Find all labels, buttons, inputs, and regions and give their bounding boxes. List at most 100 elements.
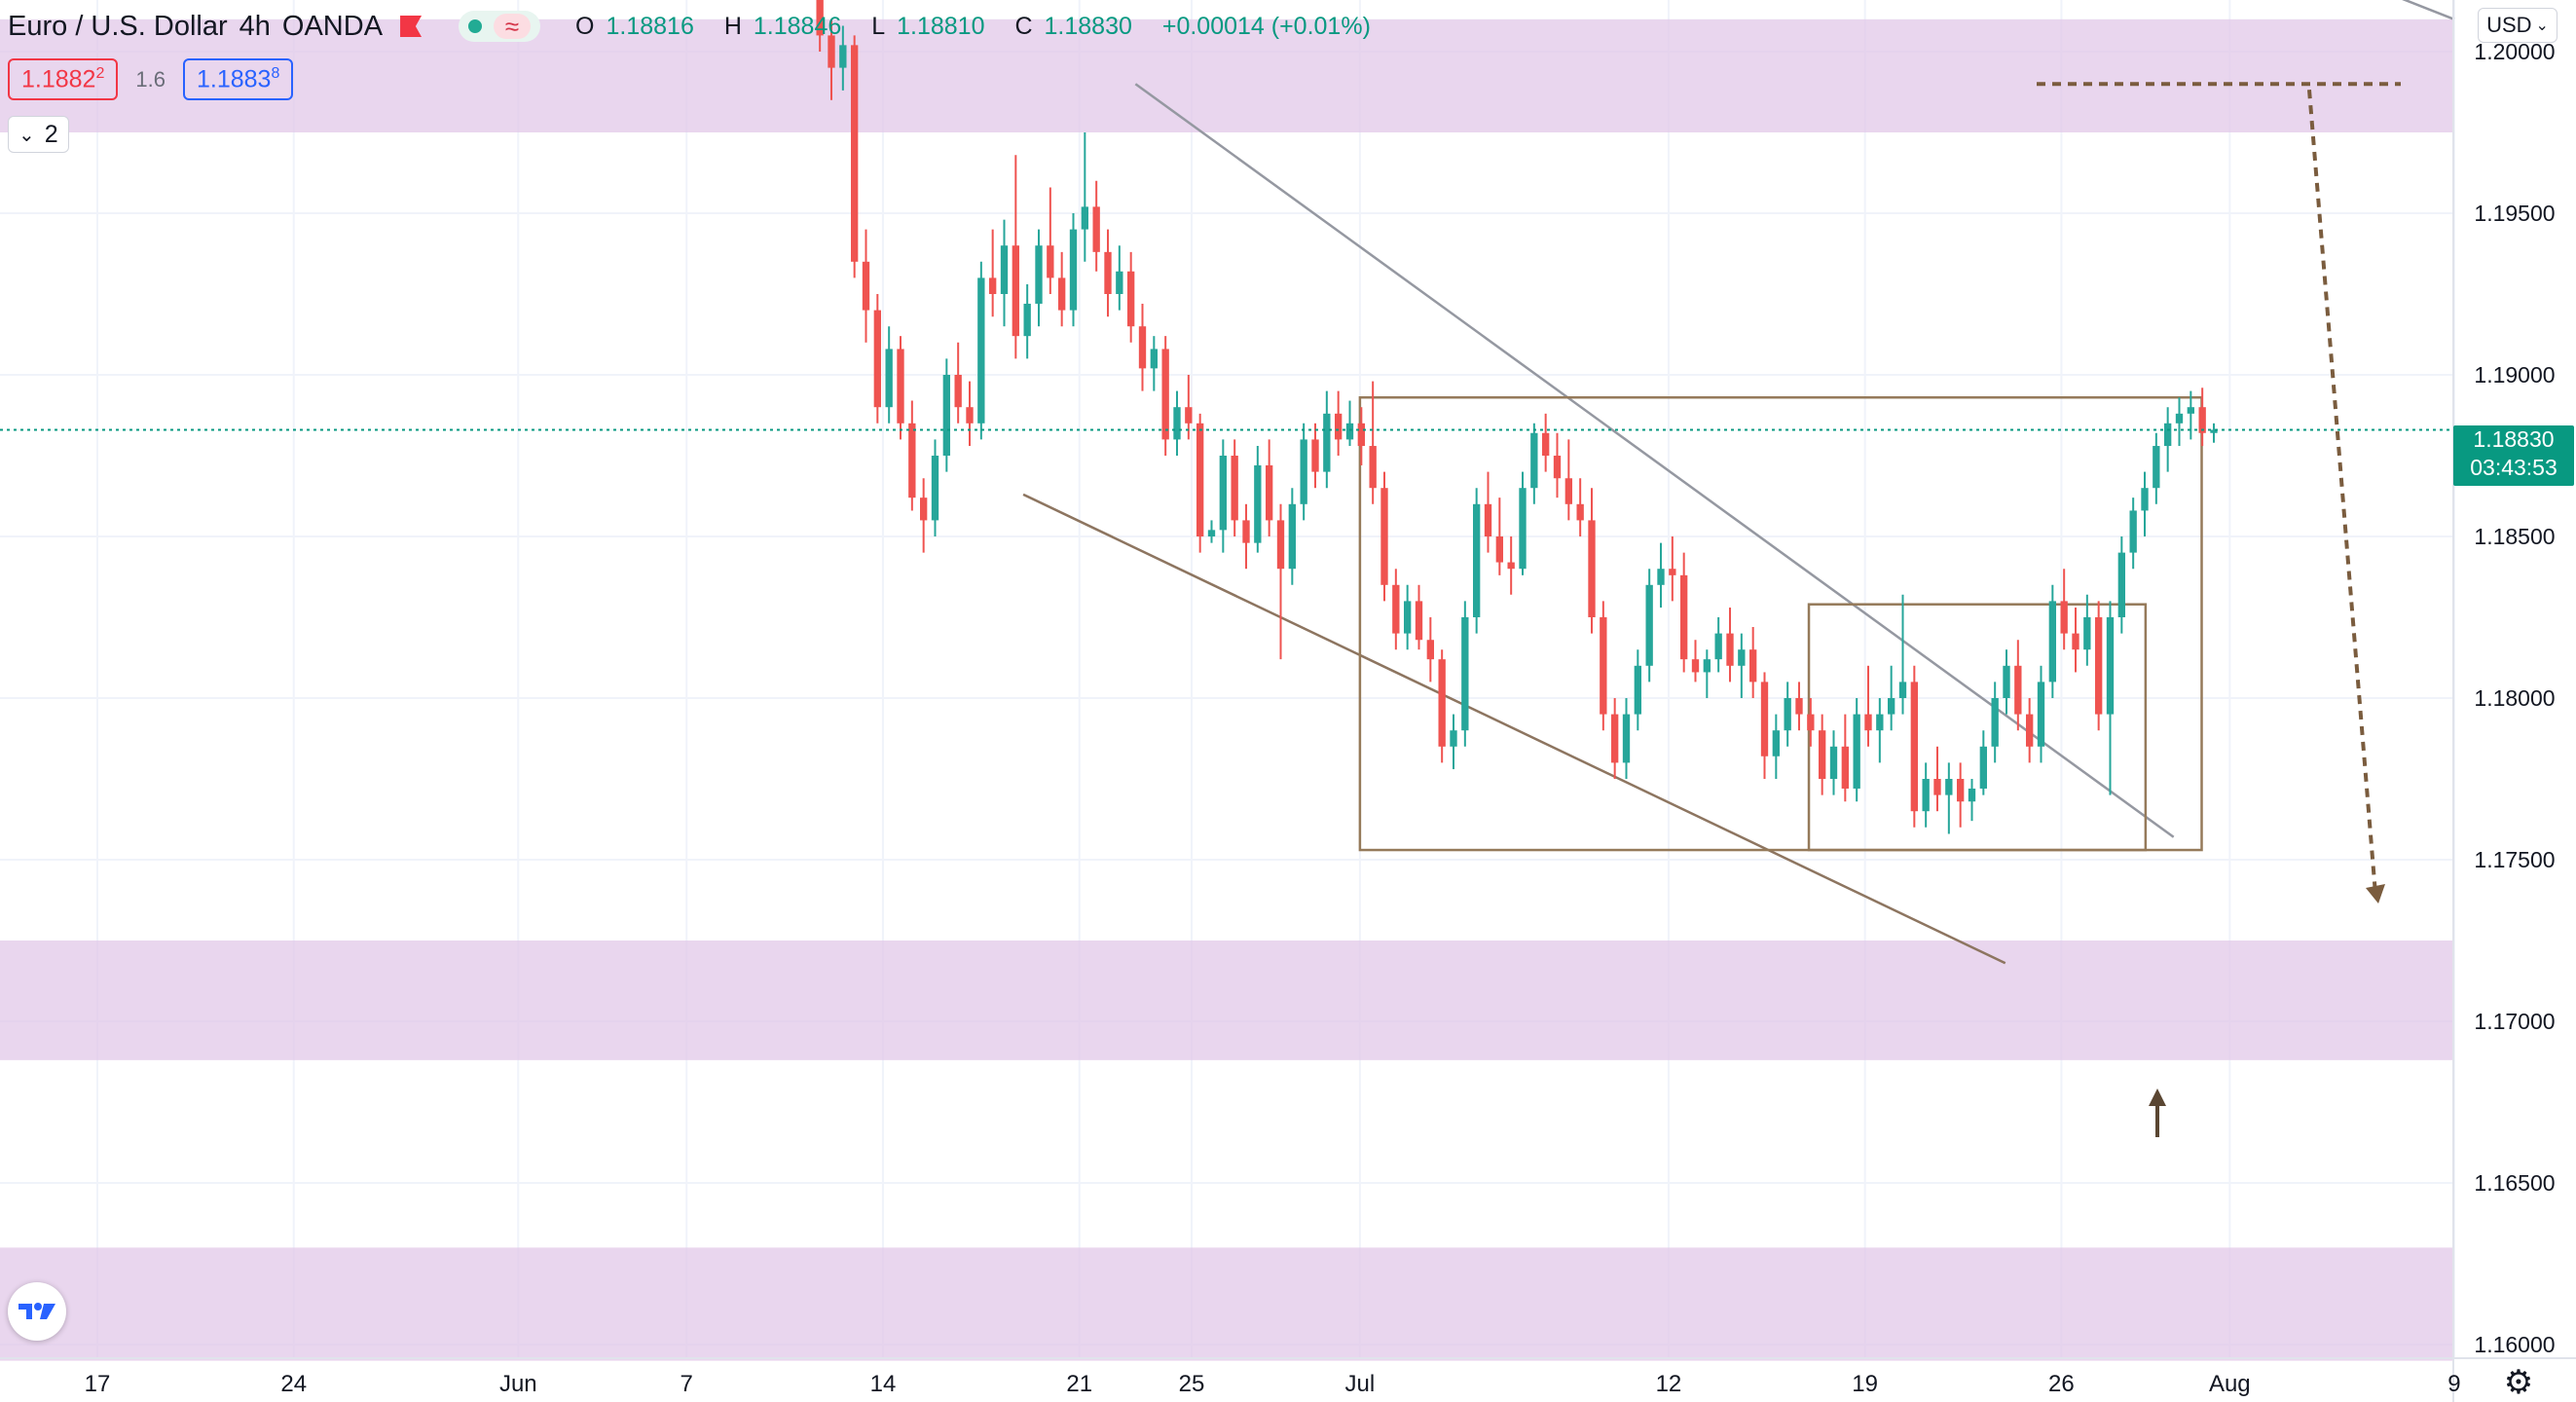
candle-body: [1576, 503, 1584, 521]
currency-selector[interactable]: USD ⌄: [2478, 8, 2558, 43]
candle-body: [1507, 562, 1515, 570]
y-tick-label: 1.20000: [2474, 39, 2555, 64]
candle-body: [1116, 271, 1123, 294]
candle-body: [1748, 649, 1757, 683]
candle-body: [1807, 714, 1815, 731]
candle-body: [2094, 617, 2103, 715]
market-status-pill[interactable]: ≈: [459, 11, 541, 42]
candle-body: [1841, 746, 1850, 789]
bar-countdown: 03:43:53: [2470, 455, 2558, 481]
candle-body: [1622, 714, 1631, 763]
candle-body: [1185, 407, 1193, 424]
candle-body: [2163, 423, 2172, 447]
low-label: L: [871, 12, 886, 40]
candle-body: [1968, 788, 1976, 802]
candle-body: [1035, 245, 1043, 304]
candle-body: [1876, 714, 1884, 731]
y-tick-label: 1.19500: [2474, 201, 2555, 226]
ask-sup: 8: [271, 65, 280, 82]
candle-body: [1979, 746, 1988, 789]
candle-body: [1945, 779, 1953, 795]
candle-body: [1426, 640, 1435, 660]
high-label: H: [723, 12, 742, 40]
x-tick-label: 21: [1066, 1371, 1092, 1397]
zone-band: [0, 941, 2453, 1060]
y-tick-label: 1.18500: [2474, 524, 2555, 549]
currency-label: USD: [2486, 13, 2532, 37]
candle-body: [1530, 432, 1538, 489]
low-value: 1.18810: [897, 12, 985, 40]
candle-body: [2141, 488, 2149, 511]
candle-body: [1357, 423, 1366, 447]
sell-price-button[interactable]: 1.18822: [8, 58, 119, 101]
candle-body: [2072, 633, 2079, 650]
candle-body: [1047, 245, 1054, 278]
candle-body: [977, 277, 985, 424]
interval-label[interactable]: 4h: [239, 10, 271, 42]
candle-body: [850, 45, 859, 262]
candle-body: [1369, 446, 1377, 489]
symbol-name[interactable]: Euro / U.S. Dollar: [8, 10, 228, 42]
candle-body: [2198, 407, 2206, 433]
bid-ask-panel: 1.18822 1.6 1.18838: [8, 58, 294, 101]
current-price-value: 1.18830: [2473, 426, 2555, 453]
candle-body: [1818, 730, 1826, 779]
candle-body: [1495, 536, 1504, 563]
candle-body: [1242, 520, 1250, 543]
candle-body: [1057, 277, 1066, 311]
candle-body: [1829, 746, 1838, 779]
candle-body: [1081, 206, 1089, 230]
zone-band: [0, 18, 2453, 132]
candle-body: [1196, 423, 1204, 536]
candle-body: [1669, 569, 1676, 575]
gear-icon[interactable]: ⚙: [2503, 1364, 2534, 1401]
x-tick-label: 24: [280, 1371, 307, 1397]
candle-body: [1450, 730, 1457, 747]
candle-body: [1219, 456, 1228, 531]
candle-body: [1784, 698, 1791, 731]
candle-body: [2153, 446, 2160, 489]
candle-body: [1334, 413, 1343, 440]
close-value: 1.18830: [1044, 12, 1132, 40]
candle-body: [1300, 439, 1307, 504]
candle-body: [828, 35, 835, 68]
candle-body: [2083, 617, 2091, 650]
indicators-count: 2: [44, 120, 58, 148]
candle-body: [1910, 682, 1919, 812]
x-tick-label: 14: [870, 1371, 897, 1397]
candle-body: [1772, 730, 1781, 756]
candle-body: [1922, 779, 1930, 812]
candle-body: [1023, 303, 1031, 337]
flag-icon[interactable]: [400, 16, 423, 37]
candle-body: [1161, 349, 1169, 440]
candle-body: [1645, 584, 1653, 666]
wave-icon[interactable]: ≈: [494, 14, 532, 39]
candle-body: [988, 277, 997, 294]
candle-body: [1150, 349, 1159, 369]
buy-price-button[interactable]: 1.18838: [182, 58, 294, 101]
candle-body: [1738, 649, 1746, 666]
candle-body: [1392, 584, 1400, 634]
change-value: +0.00014 (+0.01%): [1161, 12, 1371, 40]
x-tick-label: 12: [1656, 1371, 1682, 1397]
zone-band: [0, 1247, 2453, 1361]
candle-body: [2187, 407, 2195, 414]
candle-body: [1438, 659, 1446, 747]
candle-body: [1703, 659, 1711, 673]
candle-body: [1484, 503, 1492, 536]
y-tick-label: 1.17000: [2474, 1009, 2555, 1034]
candles: [816, 0, 2218, 834]
candle-body: [1657, 569, 1665, 585]
candle-body: [1276, 520, 1285, 570]
candle-body: [1173, 407, 1181, 440]
candle-body: [1600, 617, 1607, 715]
candle-body: [1403, 601, 1412, 634]
tradingview-logo-icon[interactable]: [8, 1282, 66, 1341]
candle-body: [1126, 271, 1135, 327]
candle-body: [1564, 478, 1573, 504]
candle-body: [931, 456, 939, 521]
indicators-toggle-button[interactable]: ⌄ 2: [8, 116, 69, 153]
source-label[interactable]: OANDA: [281, 10, 384, 42]
channel-support-line: [1022, 493, 2006, 965]
